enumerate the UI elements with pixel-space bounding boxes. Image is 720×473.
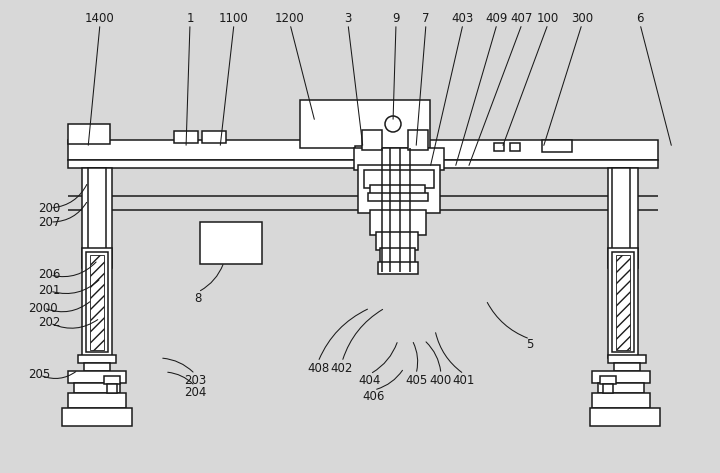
Text: 1: 1 — [186, 11, 194, 25]
Text: 400: 400 — [430, 374, 452, 386]
Bar — [90, 255, 104, 350]
Text: 202: 202 — [38, 316, 60, 330]
Bar — [104, 376, 120, 384]
Bar — [614, 363, 640, 371]
Text: 207: 207 — [38, 216, 60, 228]
Text: 401: 401 — [453, 374, 475, 386]
Bar — [376, 232, 418, 250]
Text: 1100: 1100 — [219, 11, 249, 25]
Text: 408: 408 — [307, 361, 329, 375]
Bar — [612, 168, 630, 258]
Text: 100: 100 — [537, 11, 559, 25]
Bar — [68, 124, 110, 144]
Bar — [107, 384, 117, 393]
Bar — [592, 393, 650, 408]
Bar — [608, 248, 638, 358]
Bar — [78, 355, 116, 363]
Bar — [62, 408, 132, 426]
Bar — [86, 252, 108, 352]
Text: 403: 403 — [452, 11, 474, 25]
Bar — [174, 131, 198, 143]
Text: 205: 205 — [28, 368, 50, 382]
Text: 8: 8 — [194, 291, 202, 305]
Text: 409: 409 — [486, 11, 508, 25]
Bar — [510, 143, 520, 151]
Bar — [590, 408, 660, 426]
Bar — [362, 130, 382, 150]
Text: 2000: 2000 — [28, 301, 58, 315]
Bar — [68, 393, 126, 408]
Text: 203: 203 — [184, 374, 206, 386]
Bar — [380, 248, 415, 263]
Bar — [494, 143, 504, 151]
Bar — [202, 131, 226, 143]
Text: 402: 402 — [330, 361, 354, 375]
Bar — [364, 170, 434, 188]
Bar — [408, 130, 428, 150]
Bar — [600, 376, 616, 384]
Bar — [368, 193, 428, 201]
Text: 201: 201 — [38, 284, 60, 298]
Bar — [68, 160, 658, 168]
Text: 6: 6 — [636, 11, 644, 25]
Bar — [82, 248, 112, 358]
Bar — [68, 371, 126, 383]
Text: 1200: 1200 — [275, 11, 305, 25]
Bar — [82, 168, 112, 268]
Bar — [200, 222, 262, 264]
Text: 406: 406 — [363, 389, 385, 403]
Text: 300: 300 — [571, 11, 593, 25]
Bar — [612, 252, 634, 352]
Bar — [542, 140, 572, 152]
Text: 9: 9 — [392, 11, 400, 25]
Bar — [370, 210, 426, 235]
Text: 404: 404 — [359, 374, 381, 386]
Text: 5: 5 — [526, 339, 534, 351]
Bar — [74, 383, 120, 393]
Text: 204: 204 — [184, 385, 206, 398]
Bar — [616, 255, 630, 350]
Bar — [608, 168, 638, 268]
Bar — [68, 140, 658, 160]
Text: 7: 7 — [422, 11, 430, 25]
Bar — [370, 185, 425, 195]
Text: 1400: 1400 — [85, 11, 115, 25]
Bar — [354, 148, 444, 170]
Bar — [598, 383, 644, 393]
Bar — [603, 384, 613, 393]
Bar — [355, 146, 367, 154]
Bar — [358, 165, 440, 213]
Bar — [84, 363, 110, 371]
Text: 405: 405 — [405, 374, 427, 386]
Bar — [592, 371, 650, 383]
Text: 200: 200 — [38, 201, 60, 214]
Bar — [378, 262, 418, 274]
Bar — [608, 355, 646, 363]
Text: 3: 3 — [344, 11, 351, 25]
Text: 407: 407 — [510, 11, 534, 25]
Bar — [300, 100, 430, 148]
Text: 206: 206 — [38, 269, 60, 281]
Bar — [88, 168, 106, 258]
